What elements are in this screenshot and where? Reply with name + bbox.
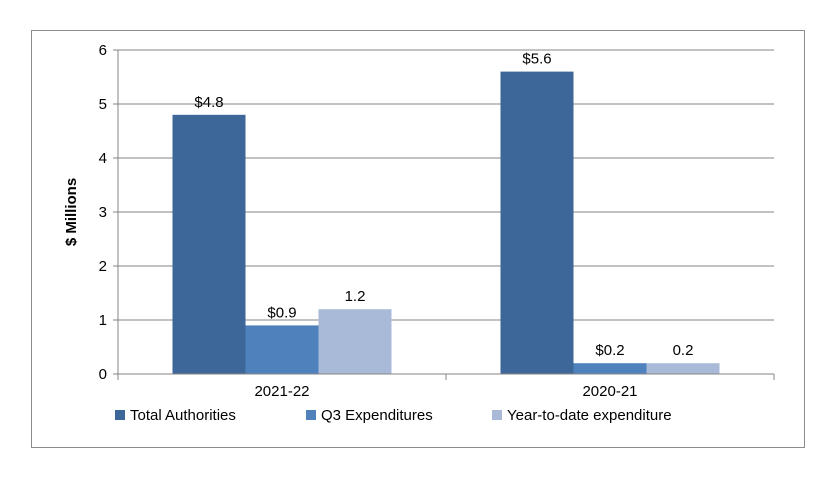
bar-q3-expenditures-2021-22 [245, 325, 319, 374]
legend-swatch [115, 410, 125, 420]
data-label: 1.2 [345, 288, 366, 305]
y-tick-label: 1 [99, 312, 107, 329]
bar-q3-expenditures-2020-21 [573, 363, 647, 374]
bar-total-authorities-2021-22 [172, 114, 246, 375]
legend-label: Total Authorities [130, 407, 236, 424]
y-tick-label: 4 [99, 150, 107, 167]
x-category-labels: 2021-22 2020-21 [254, 383, 637, 400]
data-label: $5.6 [522, 51, 551, 68]
bars [172, 71, 720, 375]
data-labels: $4.8 $0.9 1.2 $5.6 $0.2 0.2 [194, 51, 693, 360]
bar-year-to-date-expenditure-2020-21 [646, 363, 720, 374]
legend: Total Authorities Q3 Expenditures Year-to-… [115, 407, 672, 424]
y-tick-label: 3 [99, 204, 107, 221]
y-axis-title: $ Millions [63, 178, 80, 246]
bar-total-authorities-2020-21 [500, 71, 574, 374]
bar-year-to-date-expenditure-2021-22 [318, 309, 392, 374]
legend-swatch [492, 410, 502, 420]
x-category-label: 2020-21 [582, 383, 637, 400]
legend-label: Q3 Expenditures [321, 407, 433, 424]
y-tick-labels: 0 1 2 3 4 5 6 [99, 42, 107, 383]
chart-frame [31, 30, 805, 448]
y-tick-label: 0 [99, 366, 107, 383]
y-tick-label: 6 [99, 42, 107, 59]
axes [113, 49, 775, 380]
legend-swatch [306, 410, 316, 420]
y-tick-label: 5 [99, 96, 107, 113]
data-label: $0.9 [267, 304, 296, 321]
data-label: $0.2 [595, 342, 624, 359]
x-category-label: 2021-22 [254, 383, 309, 400]
legend-label: Year-to-date expenditure [507, 407, 672, 424]
data-label: $4.8 [194, 94, 223, 111]
data-label: 0.2 [673, 342, 694, 359]
y-tick-label: 2 [99, 258, 107, 275]
